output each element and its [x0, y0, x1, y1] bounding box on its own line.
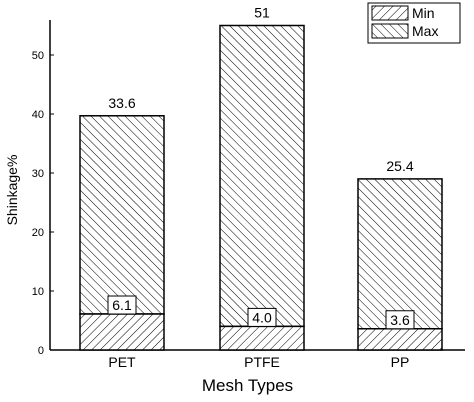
min-value-box — [247, 307, 277, 327]
bar-min — [219, 325, 305, 351]
min-value-label: 3.6 — [390, 312, 410, 328]
min-value-box — [385, 310, 415, 330]
legend-label: Min — [412, 5, 435, 21]
bar-min — [79, 313, 165, 351]
category-label: PTFE — [244, 354, 280, 370]
min-value-box — [107, 295, 137, 315]
labels: PET 33.6 6.1 PTFE 51 4.0 PP 25.4 3.6 — [107, 5, 415, 370]
legend-swatch — [371, 23, 409, 39]
legend-label: Max — [412, 23, 438, 39]
legend-swatch — [371, 5, 409, 21]
y-tick-label: 50 — [32, 50, 44, 62]
category-label: PP — [391, 354, 410, 370]
category-label: PET — [108, 354, 136, 370]
max-value-label: 25.4 — [386, 158, 413, 174]
y-tick-label: 10 — [32, 286, 44, 298]
bar-max — [219, 24, 305, 328]
y-tick-label: 20 — [32, 227, 44, 239]
bar-max — [357, 178, 443, 330]
y-tick-label: 40 — [32, 109, 44, 121]
min-value-label: 4.0 — [252, 309, 272, 325]
max-value-label: 33.6 — [108, 95, 135, 111]
y-tick-label: 30 — [32, 168, 44, 180]
bars — [79, 24, 443, 351]
legend: Min Max — [367, 2, 461, 44]
y-tick-label: 0 — [38, 345, 44, 357]
bar-max — [79, 115, 165, 315]
y-axis-title: Shinkage% — [4, 155, 20, 226]
max-value-label: 51 — [254, 5, 270, 21]
min-value-label: 6.1 — [112, 297, 132, 313]
x-axis-title: Mesh Types — [202, 376, 293, 395]
bar-min — [357, 328, 443, 351]
